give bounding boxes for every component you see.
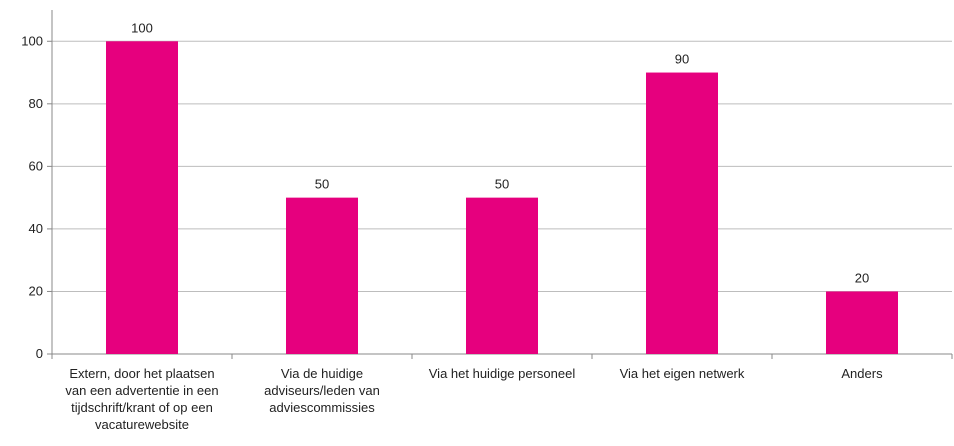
data-label: 20	[855, 270, 869, 285]
y-tick-label: 40	[29, 221, 43, 236]
x-tick-label: Via de huidige adviseurs/leden van adviesc…	[264, 366, 380, 415]
y-tick-label: 20	[29, 283, 43, 298]
y-tick-label: 80	[29, 96, 43, 111]
bar	[466, 197, 538, 354]
y-tick-label: 60	[29, 158, 43, 173]
x-tick-label: Extern, door het plaatsen van een adverte…	[65, 366, 218, 432]
data-label: 100	[131, 20, 153, 35]
bar	[106, 41, 178, 354]
y-tick-label: 0	[36, 346, 43, 361]
bar	[286, 197, 358, 354]
data-label: 50	[495, 177, 509, 192]
y-tick-label: 100	[21, 33, 43, 48]
data-label: 50	[315, 177, 329, 192]
x-tick-label: Via het huidige personeel	[429, 366, 576, 381]
data-label: 90	[675, 52, 689, 67]
x-tick-label: Via het eigen netwerk	[620, 366, 745, 381]
bar	[646, 72, 718, 354]
bar	[826, 291, 898, 354]
x-tick-label: Anders	[841, 366, 883, 381]
